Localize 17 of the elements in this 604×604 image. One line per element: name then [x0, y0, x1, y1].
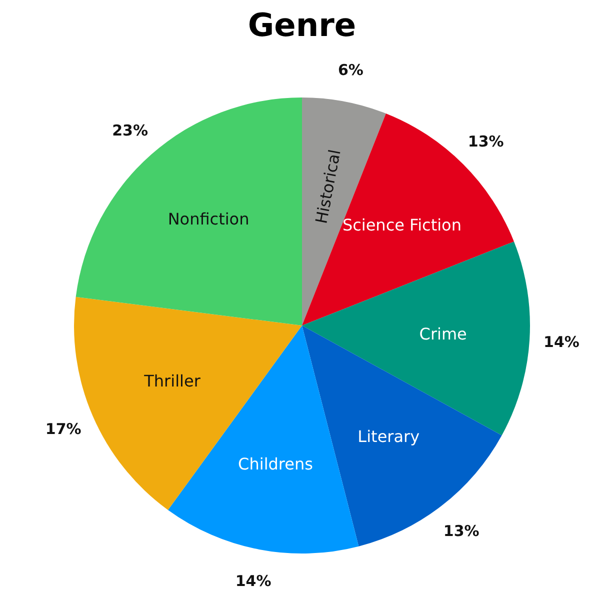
slice-label: Literary — [358, 427, 420, 446]
slice-label: Thriller — [143, 372, 201, 391]
slice-label: Nonfiction — [168, 209, 250, 228]
data-label: 14% — [544, 332, 580, 351]
slice-label: Childrens — [238, 454, 313, 474]
data-label: 13% — [468, 132, 504, 151]
pie-slice — [76, 98, 302, 326]
slice-label: Science Fiction — [342, 216, 462, 235]
slice-label: Crime — [419, 324, 467, 344]
data-label: 14% — [235, 572, 272, 590]
data-label: 13% — [443, 522, 480, 540]
data-label: 6% — [338, 61, 364, 80]
data-label: 23% — [112, 121, 148, 140]
chart-title: Genre — [248, 6, 356, 44]
slice-label: Historical — [312, 148, 344, 226]
pie-slice — [302, 114, 514, 326]
data-label: 17% — [45, 420, 82, 438]
